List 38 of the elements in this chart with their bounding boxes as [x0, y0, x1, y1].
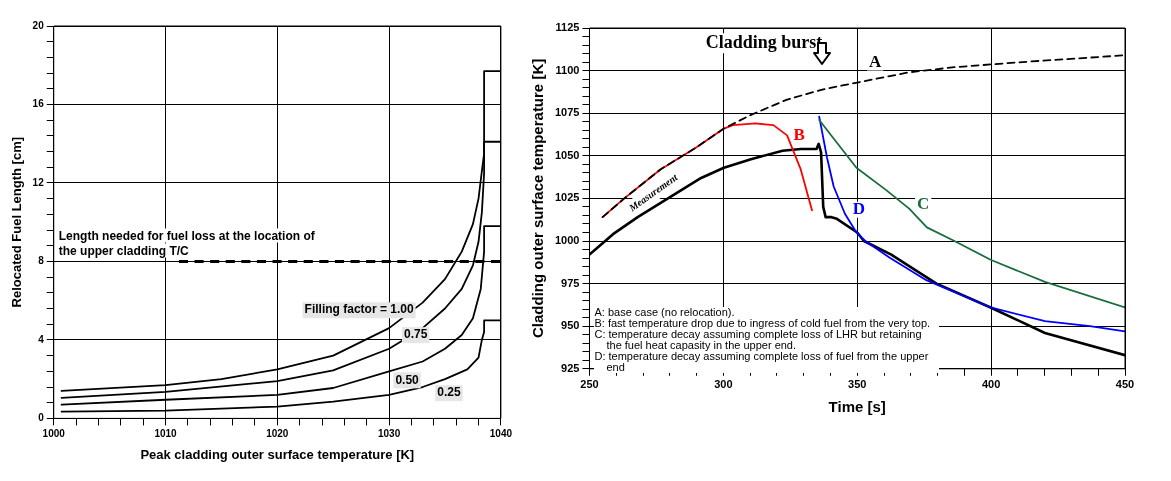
- y-tick-label: 1000: [554, 234, 580, 247]
- x-tick-label: 250: [580, 378, 599, 391]
- x-tick-label: 350: [848, 378, 867, 391]
- ref-line-label: Length needed for fuel loss at the location of the upper cladding T/C: [58, 228, 316, 258]
- y-tick-label: 8: [38, 255, 45, 267]
- series-label: 0.25: [437, 385, 461, 400]
- x-axis-title: Peak cladding outer surface temperature [K]: [140, 446, 415, 462]
- series-label: D: [852, 199, 866, 219]
- y-tick-label: 1050: [554, 148, 580, 161]
- x-tick-label: 1040: [489, 428, 513, 440]
- x-axis-title: Time [s]: [828, 398, 886, 416]
- y-tick-label: 975: [561, 276, 580, 289]
- x-tick-label: 1030: [377, 428, 401, 440]
- y-axis-title: Cladding outer surface temperature [K]: [529, 58, 547, 339]
- y-tick-label: 20: [32, 19, 45, 31]
- y-tick-label: 4: [38, 333, 45, 345]
- series-label: 0.50: [395, 372, 420, 387]
- legend-label: A: [869, 51, 883, 71]
- x-tick-label: 1020: [266, 428, 289, 440]
- y-tick-label: 12: [32, 176, 45, 188]
- series-label: B: [793, 124, 805, 144]
- x-tick-label: 300: [714, 378, 733, 391]
- y-tick-label: 1100: [555, 63, 580, 76]
- x-tick-label: 450: [1115, 378, 1135, 391]
- series-label: Filling factor = 1.00: [304, 302, 414, 317]
- y-tick-label: 1025: [554, 191, 580, 204]
- annotation: A: base case (no relocation).: [594, 305, 736, 318]
- y-tick-label: 950: [561, 319, 580, 332]
- y-tick-label: 1075: [554, 106, 580, 119]
- series-label: C: [917, 194, 930, 214]
- y-tick-label: 16: [32, 98, 45, 110]
- series-label: 0.75: [403, 327, 428, 342]
- y-axis-title: Relocated Fuel Length [cm]: [9, 136, 25, 308]
- y-tick-label: 0: [38, 412, 45, 424]
- y-tick-label: 1125: [555, 21, 580, 34]
- x-tick-label: 400: [981, 378, 1001, 391]
- y-tick-label: 925: [561, 361, 580, 374]
- x-tick-label: 1010: [154, 428, 178, 440]
